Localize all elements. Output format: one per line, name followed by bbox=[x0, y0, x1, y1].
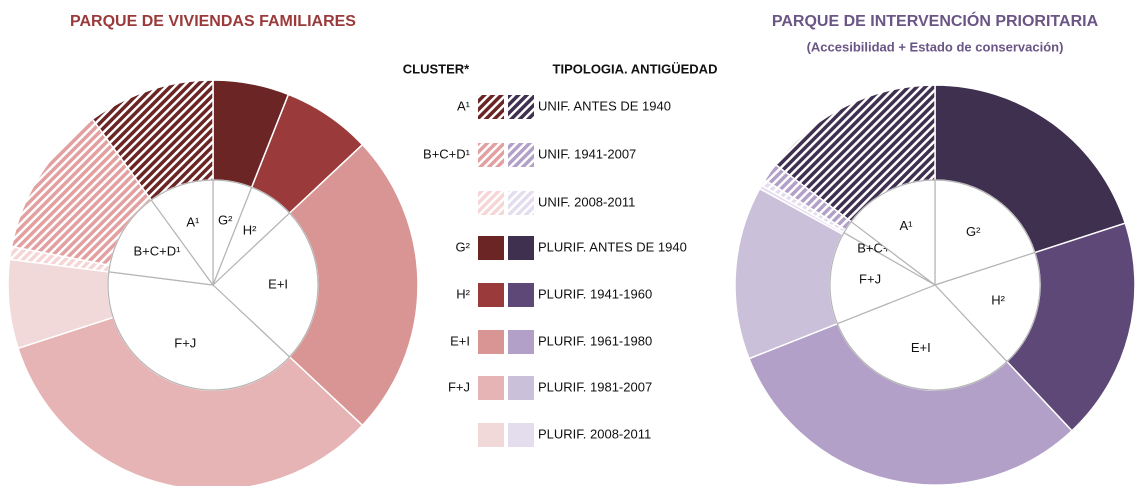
legend-cluster: G² bbox=[456, 239, 471, 254]
legend-swatch bbox=[478, 191, 504, 215]
chart-title: PARQUE DE INTERVENCIÓN PRIORITARIA bbox=[772, 11, 1099, 30]
cluster-sector bbox=[212, 212, 319, 358]
legend-swatch bbox=[478, 283, 504, 307]
legend-typology: PLURIF. 1981-2007 bbox=[538, 379, 652, 394]
legend-cluster: A¹ bbox=[457, 98, 471, 113]
cluster-label: G² bbox=[218, 212, 233, 227]
cluster-sector bbox=[836, 284, 1008, 391]
legend-cluster: H² bbox=[456, 286, 470, 301]
cluster-sector bbox=[850, 179, 936, 287]
cluster-sector bbox=[108, 199, 215, 286]
legend-cluster: E+I bbox=[450, 333, 470, 348]
legend-swatch bbox=[508, 191, 534, 215]
cluster-sector bbox=[829, 231, 937, 325]
legend-cluster: B+C+D¹ bbox=[423, 146, 471, 161]
cluster-sector bbox=[934, 179, 1036, 286]
legend-swatch bbox=[478, 143, 504, 167]
legend-swatch bbox=[508, 376, 534, 400]
typology-header: TIPOLOGIA. ANTIGÜEDAD bbox=[553, 61, 718, 76]
cluster-label: H² bbox=[243, 223, 257, 238]
cluster-label: A¹ bbox=[899, 218, 913, 233]
legend-typology: UNIF. 1941-2007 bbox=[538, 146, 636, 161]
cluster-sector bbox=[150, 179, 214, 287]
legend-swatch bbox=[478, 330, 504, 354]
legend-swatch bbox=[478, 376, 504, 400]
cluster-label: A¹ bbox=[186, 215, 200, 230]
cluster-label: E+I bbox=[911, 340, 931, 355]
legend-swatch bbox=[508, 95, 534, 119]
legend-typology: PLURIF. 1941-1960 bbox=[538, 286, 652, 301]
chart-title: PARQUE DE VIVIENDAS FAMILIARES bbox=[70, 13, 356, 30]
legend-typology: UNIF. 2008-2011 bbox=[538, 194, 635, 209]
legend-swatch bbox=[508, 330, 534, 354]
legend-swatch bbox=[478, 236, 504, 260]
cluster-label: G² bbox=[966, 224, 981, 239]
legend-typology: PLURIF. 1961-1980 bbox=[538, 333, 652, 348]
legend-typology: PLURIF. 2008-2011 bbox=[538, 426, 651, 441]
cluster-header: CLUSTER* bbox=[403, 61, 470, 76]
chart-subtitle: (Accesibilidad + Estado de conservación) bbox=[807, 39, 1064, 54]
legend-swatch bbox=[478, 95, 504, 119]
cluster-label: B+C+D¹ bbox=[133, 243, 181, 258]
cluster-label: F+J bbox=[859, 272, 881, 287]
legend-swatch bbox=[508, 283, 534, 307]
cluster-label: E+I bbox=[268, 276, 288, 291]
legend-swatch bbox=[508, 143, 534, 167]
legend-typology: UNIF. ANTES DE 1940 bbox=[538, 98, 671, 113]
cluster-sector bbox=[107, 271, 291, 391]
cluster-label: H² bbox=[991, 293, 1005, 308]
legend-typology: PLURIF. ANTES DE 1940 bbox=[538, 239, 687, 254]
legend-cluster: F+J bbox=[448, 379, 470, 394]
legend-swatch bbox=[508, 236, 534, 260]
legend-swatch bbox=[508, 423, 534, 447]
legend-swatch bbox=[478, 423, 504, 447]
cluster-label: F+J bbox=[174, 335, 196, 350]
cluster-sector bbox=[933, 251, 1041, 363]
